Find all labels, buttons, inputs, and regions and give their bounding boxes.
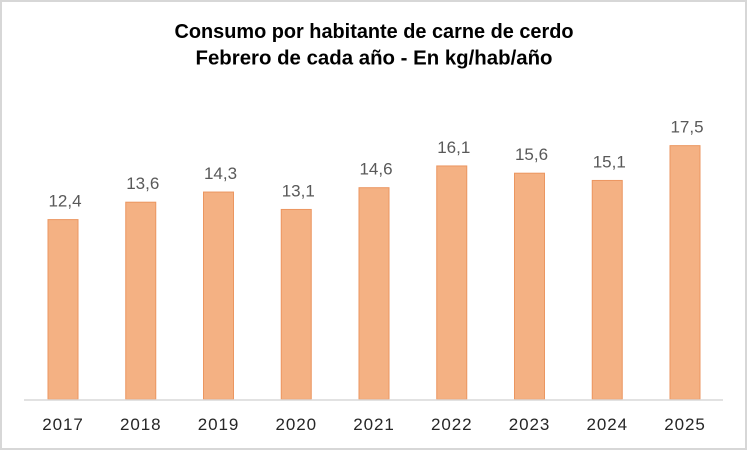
svg-text:2017: 2017 [42, 415, 83, 434]
svg-text:Consumo por habitante de carne: Consumo por habitante de carne de cerdo [175, 21, 574, 43]
svg-text:13,6: 13,6 [126, 174, 159, 193]
svg-text:14,3: 14,3 [204, 164, 237, 183]
svg-text:14,6: 14,6 [359, 160, 392, 179]
svg-text:17,5: 17,5 [670, 117, 703, 136]
svg-text:2020: 2020 [276, 415, 317, 434]
svg-text:2023: 2023 [509, 415, 550, 434]
svg-text:Febrero de cada año - En kg/ha: Febrero de cada año - En kg/hab/año [196, 47, 553, 69]
svg-text:2025: 2025 [664, 415, 705, 434]
svg-text:2024: 2024 [587, 415, 628, 434]
svg-text:13,1: 13,1 [282, 181, 315, 200]
svg-text:12,4: 12,4 [48, 191, 81, 210]
svg-text:15,1: 15,1 [593, 152, 626, 171]
svg-text:2021: 2021 [353, 415, 394, 434]
svg-text:2019: 2019 [198, 415, 239, 434]
svg-text:15,6: 15,6 [515, 145, 548, 164]
svg-text:2018: 2018 [120, 415, 161, 434]
svg-text:2022: 2022 [431, 415, 472, 434]
svg-text:16,1: 16,1 [437, 138, 470, 157]
